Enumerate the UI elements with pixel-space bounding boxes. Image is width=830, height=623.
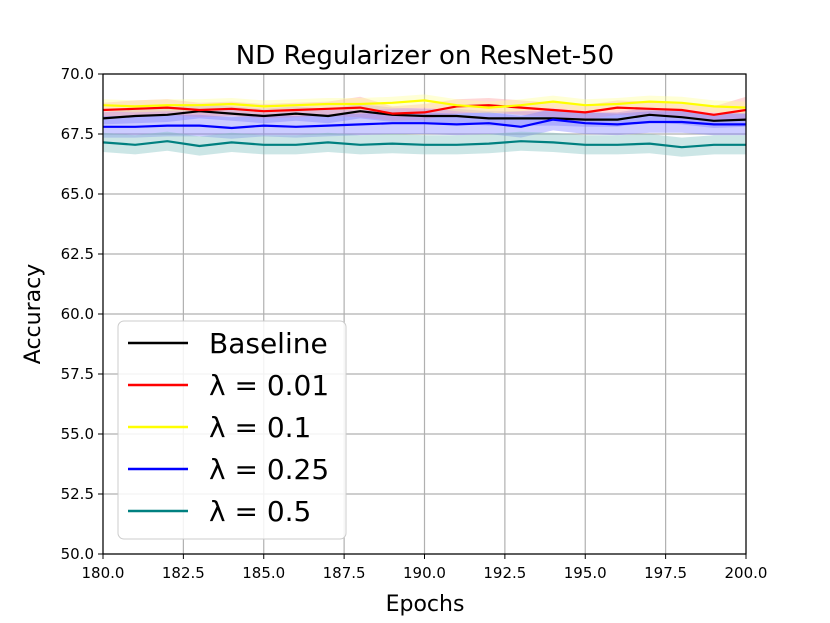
band-series-2 bbox=[103, 94, 746, 114]
y-tick-label: 60.0 bbox=[61, 305, 94, 323]
line-series-4 bbox=[102, 140, 746, 149]
x-tick-label: 185.0 bbox=[242, 564, 285, 582]
x-tick-label: 187.5 bbox=[323, 564, 366, 582]
y-tick-label: 50.0 bbox=[61, 545, 94, 563]
legend-box bbox=[117, 320, 347, 540]
x-tick-label: 192.5 bbox=[483, 564, 526, 582]
y-tick-label: 52.5 bbox=[61, 485, 94, 503]
y-tick-label: 67.5 bbox=[61, 125, 94, 143]
y-axis-ticks: 50.0 52.5 55.0 57.5 60.0 62.5 65.0 67.5 70.0 bbox=[61, 65, 103, 563]
legend-label-1: λ = 0.01 bbox=[209, 369, 329, 402]
x-tick-label: 195.0 bbox=[564, 564, 607, 582]
legend-label-4: λ = 0.5 bbox=[209, 495, 311, 528]
x-axis-ticks: 180.0 182.5 185.0 187.5 190.0 192.5 195.0 197.5… bbox=[82, 554, 768, 582]
y-tick-label: 70.0 bbox=[61, 65, 94, 83]
line-series-1 bbox=[102, 104, 747, 116]
y-tick-label: 57.5 bbox=[61, 365, 94, 383]
x-tick-label: 182.5 bbox=[162, 564, 205, 582]
x-tick-label: 200.0 bbox=[725, 564, 768, 582]
x-tick-label: 197.5 bbox=[644, 564, 687, 582]
line-series-0 bbox=[102, 110, 747, 122]
line-series-3 bbox=[103, 118, 746, 130]
series-lines bbox=[102, 99, 747, 149]
x-tick-label: 190.0 bbox=[403, 564, 446, 582]
y-tick-label: 62.5 bbox=[61, 245, 94, 263]
legend: Baseline λ = 0.01 λ = 0.1 λ = 0.25 λ = 0.5 bbox=[117, 320, 347, 540]
y-tick-label: 65.0 bbox=[61, 185, 94, 203]
y-axis-label: Accuracy bbox=[21, 264, 46, 364]
y-tick-label: 55.0 bbox=[61, 425, 94, 443]
x-axis-label: Epochs bbox=[386, 592, 465, 617]
legend-label-2: λ = 0.1 bbox=[209, 411, 311, 444]
legend-label-0: Baseline bbox=[209, 327, 328, 360]
line-series-2 bbox=[102, 99, 747, 109]
chart-title: ND Regularizer on ResNet-50 bbox=[236, 41, 614, 71]
x-tick-label: 180.0 bbox=[82, 564, 125, 582]
legend-label-3: λ = 0.25 bbox=[209, 453, 329, 486]
